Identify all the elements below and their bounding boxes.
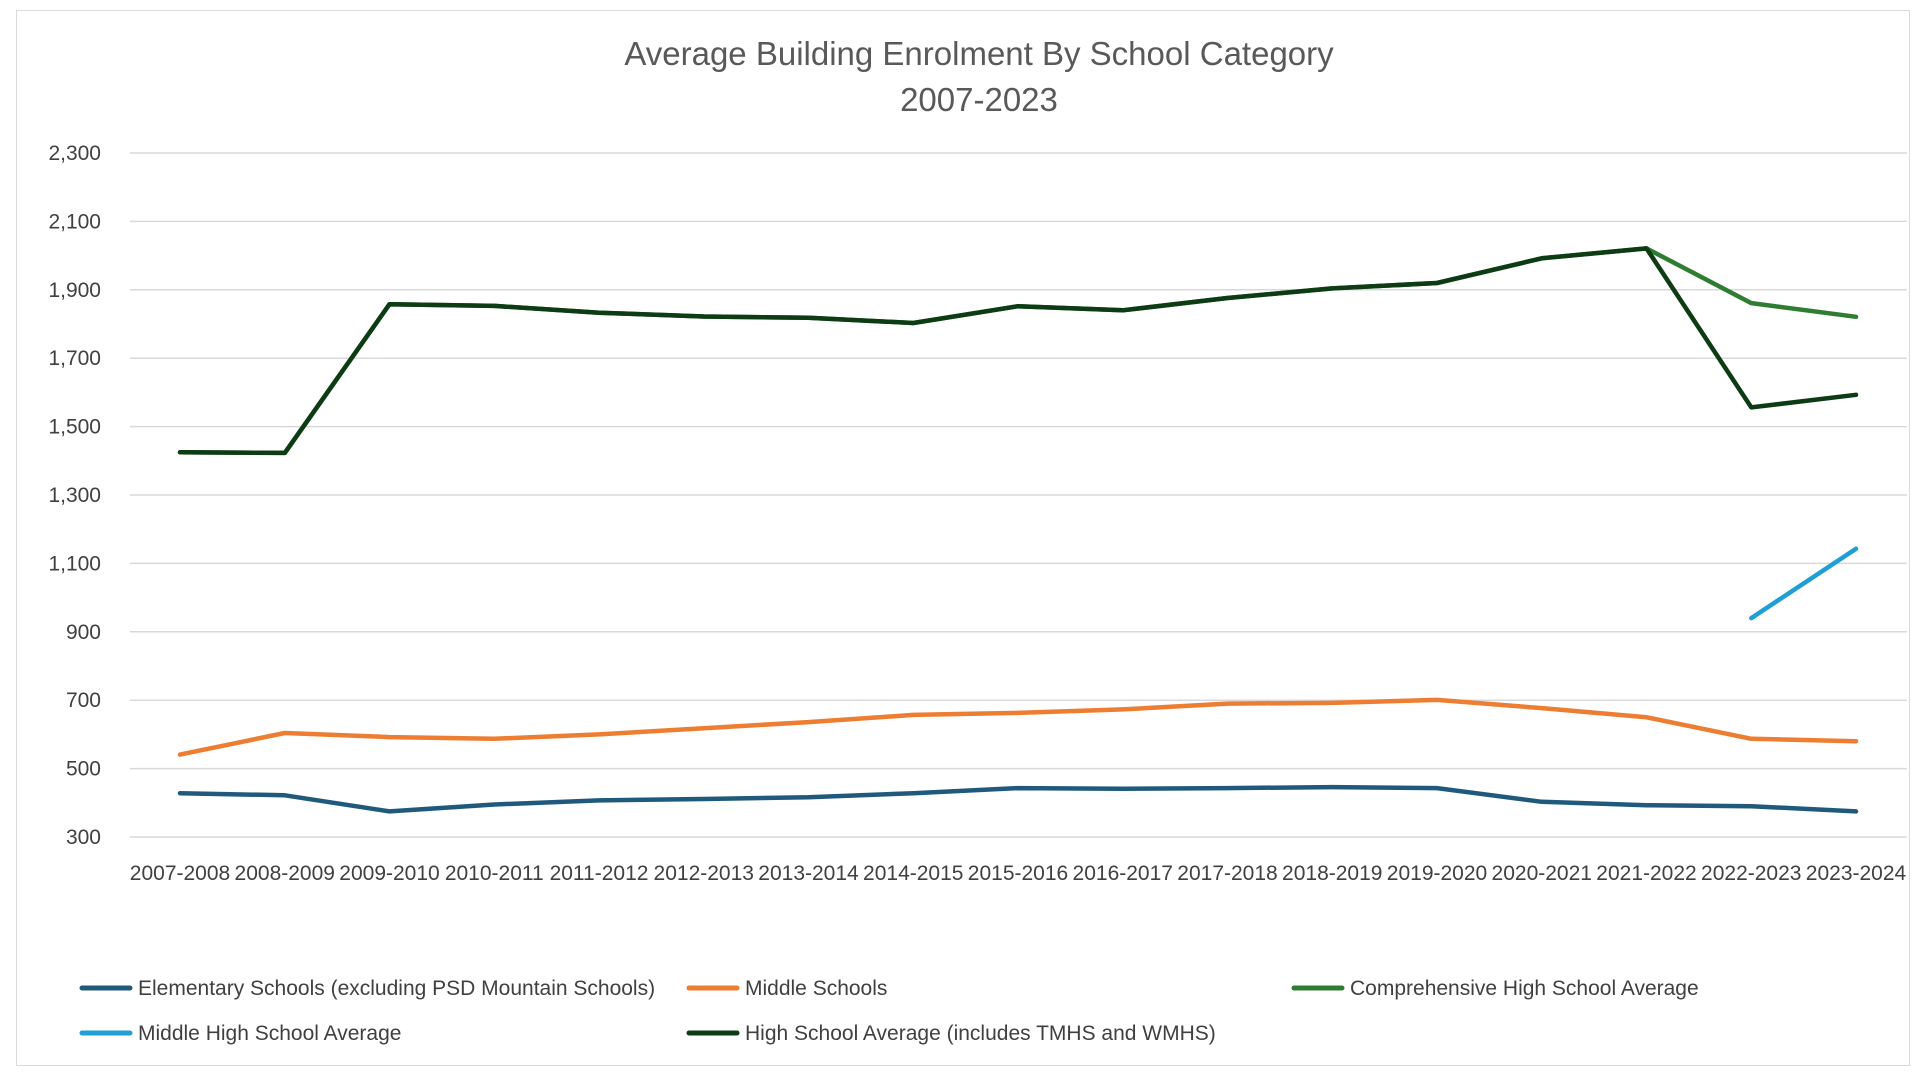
x-tick-label: 2009-2010: [339, 862, 439, 885]
line-chart: Average Building Enrolment By School Cat…: [48, 35, 1907, 1045]
x-tick-label: 2011-2012: [550, 862, 649, 885]
series-line-4: [177, 246, 1859, 456]
legend-label: Comprehensive High School Average: [1350, 977, 1699, 1000]
x-tick-label: 2008-2009: [235, 862, 335, 885]
x-tick-label: 2007-2008: [130, 862, 230, 885]
y-tick-label: 700: [66, 689, 101, 712]
y-tick-label: 1,900: [48, 279, 101, 302]
y-tick-label: 1,500: [48, 416, 101, 439]
x-tick-label: 2013-2014: [758, 862, 859, 885]
x-tick-label: 2012-2013: [654, 862, 754, 885]
x-tick-label: 2010-2011: [445, 862, 544, 885]
series-line-0: [177, 784, 1859, 814]
x-tick-label: 2015-2016: [968, 862, 1068, 885]
series-lines: [177, 246, 1859, 814]
y-tick-label: 1,700: [48, 347, 101, 370]
x-tick-label: 2016-2017: [1073, 862, 1173, 885]
y-tick-label: 2,100: [48, 210, 101, 233]
y-tick-label: 1,300: [48, 484, 101, 507]
x-axis-ticks: 2007-2008 2008-2009 2009-2010 2010-2011 2011…: [130, 862, 1907, 885]
legend-label: Elementary Schools (excluding PSD Mounta…: [138, 977, 655, 1000]
legend-label: Middle Schools: [745, 977, 887, 1000]
y-tick-label: 2,300: [48, 142, 101, 165]
y-axis-ticks: 2,300 2,100 1,900 1,700 1,500 1,300 1,100 900 70…: [48, 142, 101, 849]
y-tick-label: 500: [66, 758, 101, 781]
chart-frame: Average Building Enrolment By School Cat…: [16, 10, 1910, 1066]
x-tick-label: 2017-2018: [1177, 862, 1277, 885]
x-tick-label: 2018-2019: [1282, 862, 1382, 885]
legend: Elementary Schools (excluding PSD Mounta…: [79, 977, 1699, 1045]
chart-subtitle: 2007-2023: [900, 81, 1058, 118]
series-line-1: [177, 697, 1859, 757]
x-tick-label: 2022-2023: [1701, 862, 1801, 885]
x-tick-label: 2023-2024: [1806, 862, 1907, 885]
y-tick-label: 1,100: [48, 552, 101, 575]
gridlines: [130, 152, 1907, 838]
x-tick-label: 2019-2020: [1387, 862, 1487, 885]
series-line-2: [177, 246, 1859, 456]
series-line-3: [1749, 546, 1859, 621]
chart-title: Average Building Enrolment By School Cat…: [624, 35, 1334, 72]
x-tick-label: 2021-2022: [1596, 862, 1696, 885]
x-tick-label: 2014-2015: [863, 862, 963, 885]
y-tick-label: 900: [66, 621, 101, 644]
y-tick-label: 300: [66, 826, 101, 849]
x-tick-label: 2020-2021: [1492, 862, 1592, 885]
legend-label: High School Average (includes TMHS and W…: [745, 1022, 1216, 1045]
legend-label: Middle High School Average: [138, 1022, 401, 1045]
